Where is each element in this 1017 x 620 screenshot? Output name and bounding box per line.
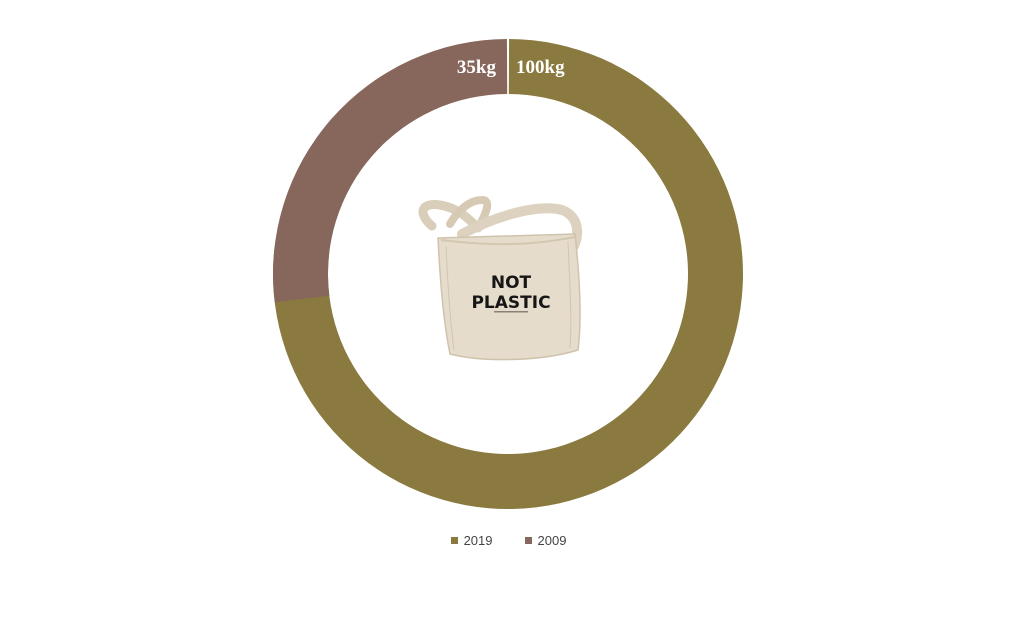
bag-text-line2: PLASTIC [471,293,550,313]
data-label-2019: 100kg [516,57,565,78]
legend-item-2019: 2019 [450,533,493,548]
data-label-2009: 35kg [457,57,497,78]
legend-label-2009: 2009 [537,533,567,548]
legend: 2019 2009 [0,533,1017,548]
legend-label-2019: 2019 [463,533,493,548]
arc-2009 [273,39,508,303]
tote-bag-icon: NOT PLASTIC [418,195,583,361]
legend-item-2009: 2009 [524,533,567,548]
legend-swatch-2019 [450,537,458,544]
data-labels-group: 100kg 35kg [457,57,565,78]
legend-swatch-2009 [524,537,532,544]
bag-text-line1: NOT [491,273,532,293]
arcs-group [273,39,743,509]
